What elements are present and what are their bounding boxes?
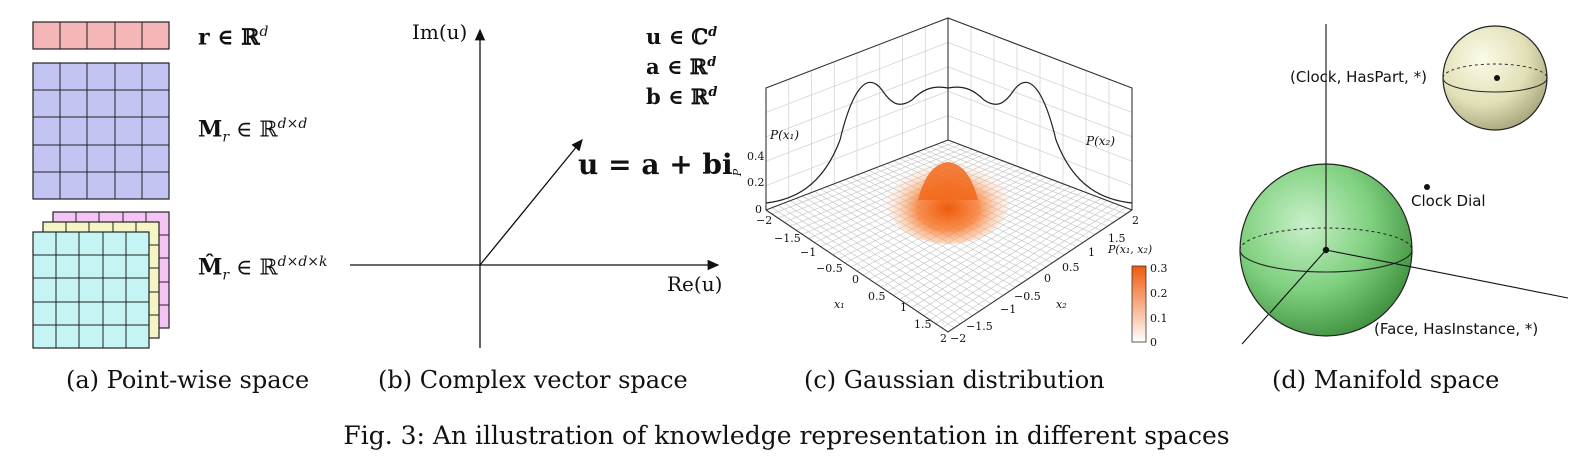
colorbar-tick-0: 0 — [1150, 336, 1157, 349]
z-tick-0: 0 — [755, 203, 762, 216]
x1-tick-7: 1.5 — [914, 318, 932, 331]
matrix-Mr-label: Mr ∈ ℝd×d — [198, 116, 308, 146]
def-b: b ∈ ℝd — [646, 84, 718, 109]
wall-grid-line — [947, 90, 1133, 162]
panel-complex: Im(u) Re(u) u ∈ ℂd a ∈ ℝd b ∈ ℝd u = a +… — [340, 0, 740, 466]
vector-u-arrow — [479, 138, 583, 266]
marginal-x1-label: P(x₁) — [770, 128, 800, 142]
caption-d: (d) Manifold space — [1272, 366, 1500, 394]
marginal-x2-curve — [947, 81, 1133, 204]
wall-grid-line — [947, 66, 1133, 138]
x1-tick-2: −1 — [800, 246, 817, 259]
small-sphere-center — [1494, 75, 1500, 81]
clock-dial-point — [1424, 184, 1430, 190]
x2-tick-7: 1.5 — [1108, 232, 1126, 245]
floor-grid-line — [923, 200, 1108, 316]
x2-tick-8: 2 — [1132, 214, 1139, 227]
wall-grid-line — [947, 42, 1133, 113]
figure-caption: Fig. 3: An illustration of knowledge rep… — [343, 421, 1230, 450]
real-axis-label: Re(u) — [667, 272, 723, 296]
x2-tick-2: −1 — [1000, 303, 1017, 316]
x1-tick-3: −0.5 — [816, 262, 843, 275]
panel-gaussian: P 0 0.2 0.4 P(x₁) P(x₂) −2 −1.5 −1 −0.5 … — [722, 0, 1202, 466]
tensor-slice-front — [32, 231, 150, 349]
x1-tick-4: 0 — [852, 273, 859, 286]
box-frame — [765, 17, 1133, 333]
floor-grid-line — [941, 207, 1127, 329]
colorbar-tick-2: 0.2 — [1150, 287, 1168, 300]
vector-r — [32, 21, 170, 50]
def-u: u ∈ ℂd — [646, 24, 718, 49]
wall-grid-line — [765, 42, 949, 113]
panel-manifold: (Clock, HasPart, *) Clock Dial (Face, Ha… — [1190, 0, 1573, 466]
caption-b: (b) Complex vector space — [378, 366, 688, 394]
tensor-Mr-hat-label: M̂r ∈ ℝd×d×k — [198, 254, 328, 284]
floor-grid-line — [941, 142, 1126, 215]
caption-a: (a) Point-wise space — [66, 366, 310, 394]
panel-pointwise: r ∈ ℝd Mr ∈ ℝd×d M̂r ∈ ℝd×d×k (a) Point-… — [0, 0, 370, 466]
tensor-Mr-hat — [32, 211, 170, 349]
marginal-x2-label: P(x₂) — [1086, 134, 1116, 148]
z-tick-1: 0.2 — [747, 176, 765, 189]
caption-c: (c) Gaussian distribution — [804, 366, 1105, 394]
matrix-Mr — [32, 62, 170, 200]
colorbar-tick-1: 0.1 — [1150, 312, 1168, 325]
gaussian-graphic — [765, 17, 1147, 343]
large-sphere-label: (Face, HasInstance, *) — [1374, 320, 1539, 338]
colorbar-tick-3: 0.3 — [1150, 262, 1168, 275]
x2-tick-0: −2 — [950, 332, 967, 345]
manifold-graphic — [1239, 24, 1569, 345]
colorbar — [1131, 265, 1147, 343]
marginal-x1-curve — [765, 81, 949, 204]
equation: u = a + bi — [578, 148, 733, 181]
x2-tick-1: −1.5 — [966, 320, 993, 333]
def-a: a ∈ ℝd — [646, 54, 717, 79]
x2-axis-label: x₂ — [1056, 298, 1067, 311]
vector-r-label: r ∈ ℝd — [198, 24, 269, 51]
small-sphere-label: (Clock, HasPart, *) — [1290, 68, 1427, 86]
clock-dial-label: Clock Dial — [1411, 192, 1486, 210]
floor-grid-line — [929, 202, 1114, 321]
x1-tick-6: 1 — [900, 301, 907, 314]
colorbar-title: P(x₁, x₂) — [1108, 243, 1153, 256]
wall-grid-line — [765, 115, 949, 186]
floor-grid-line — [935, 205, 1120, 325]
x1-tick-5: 0.5 — [868, 290, 886, 303]
complex-graphic — [350, 28, 720, 348]
large-sphere-center — [1322, 246, 1330, 254]
x1-tick-1: −1.5 — [774, 232, 801, 245]
back-walls — [765, 26, 1133, 202]
wall-grid-line — [765, 90, 949, 162]
x2-tick-3: −0.5 — [1014, 290, 1041, 303]
x1-tick-0: −2 — [756, 214, 773, 227]
x1-axis-label: x₁ — [834, 298, 845, 311]
x1-tick-8: 2 — [940, 332, 947, 345]
gaussian-peak-top — [918, 162, 978, 200]
x2-tick-6: 1 — [1088, 246, 1095, 259]
floor-grid-line — [935, 144, 1120, 219]
x2-tick-4: 0 — [1044, 272, 1051, 285]
z-axis-label: P — [731, 168, 745, 177]
wall-grid-line — [765, 66, 949, 138]
wall-grid-line — [947, 115, 1133, 186]
small-sphere-equator-front — [1442, 77, 1548, 93]
large-sphere-equator-front — [1239, 249, 1413, 273]
x2-tick-5: 0.5 — [1062, 261, 1080, 274]
pointwise-graphic — [32, 21, 170, 349]
imag-axis-label: Im(u) — [412, 20, 468, 44]
small-sphere-equator-back — [1442, 63, 1548, 79]
z-tick-2: 0.4 — [747, 150, 765, 163]
